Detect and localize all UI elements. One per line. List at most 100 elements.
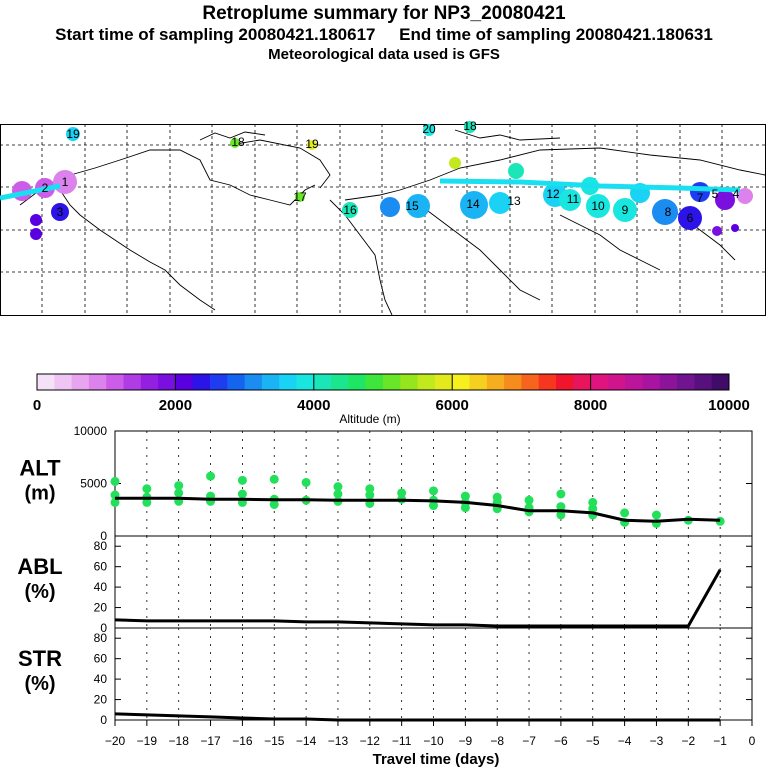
colorbar-swatch — [469, 374, 488, 390]
alt-scatter-point — [237, 475, 247, 485]
x-tick-label: −13 — [328, 734, 349, 748]
plume-day-label: 16 — [343, 203, 357, 217]
plume-day-label: 5 — [712, 187, 719, 201]
plume-day-label: 3 — [57, 205, 64, 219]
colorbar-swatch — [677, 374, 695, 390]
plume-day-label: 10 — [591, 199, 605, 213]
coastline — [559, 214, 661, 271]
alt-scatter-point — [365, 484, 375, 494]
alt-scatter-point — [110, 497, 120, 507]
alt-scatter-point — [556, 502, 566, 512]
plume-day-label: 20 — [422, 122, 436, 136]
plume-blob — [489, 192, 511, 214]
alt-scatter-point — [651, 510, 661, 520]
plume-blob — [423, 124, 435, 136]
alt-axis-label: ALT — [19, 456, 61, 481]
abl-series-line — [114, 568, 722, 628]
sampling-time-subtitle: Start time of sampling 20080421.180617 E… — [55, 25, 713, 44]
plume-blob — [406, 194, 430, 218]
alt-scatter-point — [460, 503, 470, 513]
alt-scatter-point — [620, 508, 630, 518]
chart-title: Retroplume summary for NP3_20080421 — [202, 3, 566, 24]
plume-day-label: 19 — [66, 127, 80, 141]
colorbar-swatch — [244, 374, 263, 390]
coastline — [419, 204, 541, 301]
x-tick-label: −5 — [586, 734, 600, 748]
x-tick-label: −14 — [296, 734, 317, 748]
plume-blob — [731, 224, 739, 232]
plume-day-label: 1 — [62, 175, 69, 189]
colorbar-swatch — [642, 374, 661, 390]
colorbar-swatch — [434, 374, 453, 390]
colorbar-swatch — [694, 374, 713, 390]
plume-day-label: 13 — [507, 194, 521, 208]
colorbar-tick-label: 10000 — [708, 397, 750, 414]
y-tick-label: 80 — [94, 539, 108, 553]
y-tick-label: 0 — [100, 529, 107, 543]
alt-scatter-point — [556, 510, 566, 520]
str-panel-frame — [114, 627, 753, 721]
colorbar-title: Altitude (m) — [339, 412, 400, 426]
abl-axis-label: ABL — [17, 554, 62, 579]
y-tick-label: 60 — [94, 652, 108, 666]
plume-blob — [380, 197, 400, 217]
colorbar-swatch — [556, 374, 574, 390]
alt-scatter-point — [174, 481, 184, 491]
alt-scatter-point — [588, 497, 598, 507]
plume-day-label: 4 — [733, 187, 740, 201]
plume-day-label: 12 — [546, 187, 560, 201]
colorbar-swatch — [88, 374, 107, 390]
alt-scatter-point — [588, 504, 598, 514]
colorbar-swatch — [296, 374, 315, 390]
x-tick-label: −15 — [264, 734, 285, 748]
plume-day-label: 9 — [622, 203, 629, 217]
colorbar-tick-label: 2000 — [159, 397, 192, 414]
y-tick-label: 40 — [94, 580, 108, 594]
x-tick-label: −8 — [490, 734, 504, 748]
colorbar-swatch — [106, 374, 124, 390]
x-tick-label: −19 — [137, 734, 158, 748]
abl-axis-unit: (%) — [24, 581, 55, 603]
plume-day-label: 19 — [305, 137, 319, 151]
y-tick-label: 5000 — [80, 477, 107, 491]
x-tick-label: 0 — [749, 734, 756, 748]
colorbar-swatch — [261, 374, 280, 390]
y-tick-label: 60 — [94, 560, 108, 574]
y-tick-label: 0 — [100, 713, 107, 727]
plume-blob — [652, 199, 678, 225]
str-axis-label: STR — [18, 646, 62, 671]
colorbar-swatch — [210, 374, 228, 390]
coastline — [344, 147, 766, 201]
colorbar-swatch — [417, 374, 436, 390]
plume-blob — [342, 202, 358, 218]
alt-scatter-point — [142, 497, 152, 507]
colorbar-swatch — [590, 374, 609, 390]
colorbar-tick-label: 4000 — [297, 397, 330, 414]
colorbar-swatch — [711, 374, 730, 390]
plume-day-label: 18 — [463, 119, 477, 133]
plume-day-label: 15 — [405, 199, 419, 213]
x-tick-label: −7 — [522, 734, 536, 748]
colorbar-swatch — [538, 374, 557, 390]
alt-scatter-point — [556, 489, 566, 499]
plume-day-label: 17 — [293, 190, 307, 204]
meteorology-subtitle: Meteorological data used is GFS — [268, 46, 500, 63]
plume-blob — [295, 192, 305, 202]
alt-series-line — [115, 496, 721, 523]
x-tick-label: −9 — [459, 734, 473, 748]
alt-scatter-point — [237, 489, 247, 499]
plume-day-label: 7 — [697, 191, 704, 205]
alt-scatter-point — [524, 495, 534, 505]
alt-scatter-point — [142, 484, 152, 494]
colorbar-swatch — [192, 374, 211, 390]
colorbar-swatch — [383, 374, 401, 390]
x-tick-label: −3 — [650, 734, 664, 748]
plume-blob — [30, 214, 42, 226]
y-tick-label: 40 — [94, 672, 108, 686]
plume-day-label: 14 — [466, 197, 480, 211]
plume-blob — [307, 140, 317, 150]
colorbar-swatch — [625, 374, 643, 390]
coastline — [454, 129, 561, 141]
colorbar-swatch — [452, 374, 470, 390]
alt-scatter-point — [333, 482, 343, 492]
